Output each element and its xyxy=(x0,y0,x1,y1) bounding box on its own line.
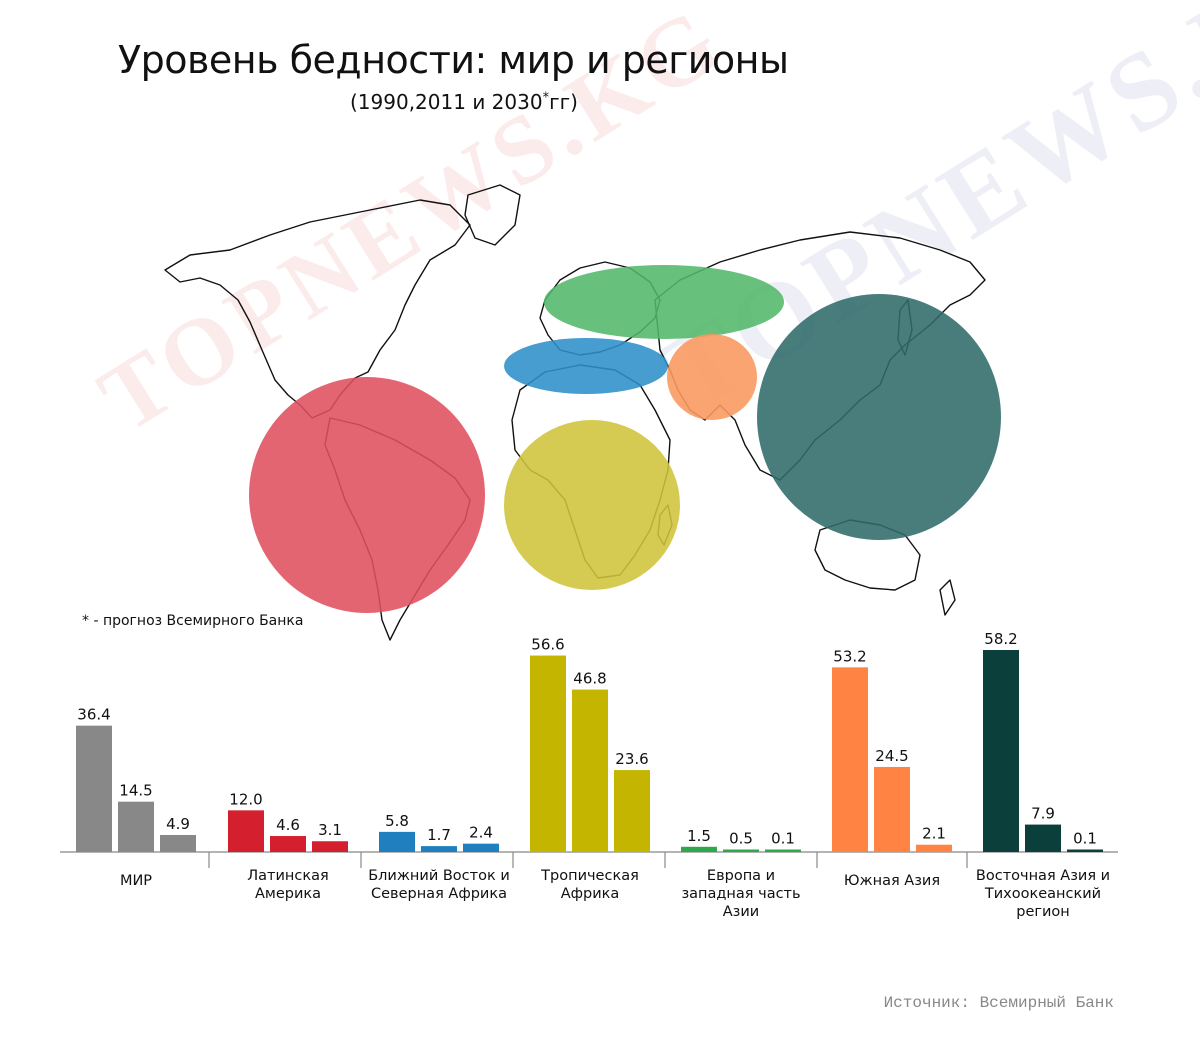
category-label: Ближний Восток и xyxy=(368,868,510,884)
bar-4-2011 xyxy=(572,689,608,852)
bar-2-2011 xyxy=(270,836,306,852)
chart-subtitle: (1990,2011 и 2030*гг) xyxy=(350,90,578,114)
bar-2-2030f xyxy=(312,841,348,852)
bar-value-label: 23.6 xyxy=(615,750,648,768)
bar-1-2011 xyxy=(118,801,154,852)
category-label: МИР xyxy=(120,873,152,889)
north-america-outline xyxy=(164,199,471,419)
bar-value-label: 7.9 xyxy=(1031,805,1055,823)
bar-value-label: 1.5 xyxy=(687,827,711,845)
forecast-note: * - прогноз Всемирного Банка xyxy=(82,613,304,629)
bar-value-label: 24.5 xyxy=(875,747,908,765)
bar-value-label: 36.4 xyxy=(77,706,110,724)
circle-middle-east-north-africa xyxy=(504,338,668,394)
bar-3-2011 xyxy=(421,846,457,852)
bar-value-label: 12.0 xyxy=(229,790,262,808)
bar-5-2030f xyxy=(765,849,801,852)
forecast-asterisk: * xyxy=(542,90,550,106)
category-label: Северная Африка xyxy=(371,886,507,902)
bar-6-2030f xyxy=(916,844,952,852)
category-label: Латинская xyxy=(247,868,328,884)
category-label: западная часть xyxy=(681,886,800,902)
bar-value-label: 1.7 xyxy=(427,826,451,844)
category-label: Тихоокеанский xyxy=(984,886,1101,902)
category-label: Африка xyxy=(561,886,620,902)
bar-6-2011 xyxy=(874,766,910,852)
bar-value-label: 4.6 xyxy=(276,816,300,834)
bar-2-1990 xyxy=(228,810,264,852)
circle-europe-west-asia xyxy=(544,265,784,339)
category-label: регион xyxy=(1016,904,1070,920)
chart-title: Уровень бедности: мир и регионы xyxy=(118,38,789,82)
bar-7-1990 xyxy=(983,650,1019,852)
bar-value-label: 4.9 xyxy=(166,815,190,833)
category-label: Америка xyxy=(255,886,321,902)
bar-value-label: 2.1 xyxy=(922,825,946,843)
circle-south-asia xyxy=(667,334,757,420)
bar-value-label: 0.5 xyxy=(729,830,753,848)
bar-value-label: 0.1 xyxy=(1073,830,1097,848)
category-label: Азии xyxy=(723,904,759,920)
source-credit: Источник: Всемирный Банк xyxy=(883,994,1114,1012)
bar-7-2030f xyxy=(1067,849,1103,852)
bar-value-label: 14.5 xyxy=(119,782,152,800)
bar-1-2030f xyxy=(160,834,196,852)
bar-3-1990 xyxy=(379,831,415,852)
bar-4-2030f xyxy=(614,770,650,852)
bar-value-label: 58.2 xyxy=(984,630,1017,648)
bar-value-label: 2.4 xyxy=(469,824,493,842)
bar-value-label: 0.1 xyxy=(771,830,795,848)
bar-7-2011 xyxy=(1025,824,1061,852)
bar-value-label: 46.8 xyxy=(573,670,606,688)
new-zealand-outline xyxy=(939,579,956,616)
circle-latin-america xyxy=(249,377,485,613)
bar-6-1990 xyxy=(832,667,868,852)
bar-3-2030f xyxy=(463,843,499,852)
region-circles xyxy=(249,265,1001,613)
bar-value-label: 5.8 xyxy=(385,812,409,830)
bar-5-2011 xyxy=(723,849,759,852)
bar-5-1990 xyxy=(681,846,717,852)
category-label: Тропическая xyxy=(540,868,639,884)
bar-value-label: 3.1 xyxy=(318,821,342,839)
bar-value-label: 53.2 xyxy=(833,647,866,665)
bar-value-label: 56.6 xyxy=(531,636,564,654)
bar-1-1990 xyxy=(76,725,112,852)
bar-4-1990 xyxy=(530,655,566,852)
world-map xyxy=(164,184,1001,641)
circle-tropical-africa xyxy=(504,420,680,590)
greenland-outline xyxy=(464,184,521,246)
category-label: Восточная Азия и xyxy=(976,868,1110,884)
category-label: Европа и xyxy=(707,868,775,884)
category-label: Южная Азия xyxy=(844,873,940,889)
circle-east-asia-pacific xyxy=(757,294,1001,540)
